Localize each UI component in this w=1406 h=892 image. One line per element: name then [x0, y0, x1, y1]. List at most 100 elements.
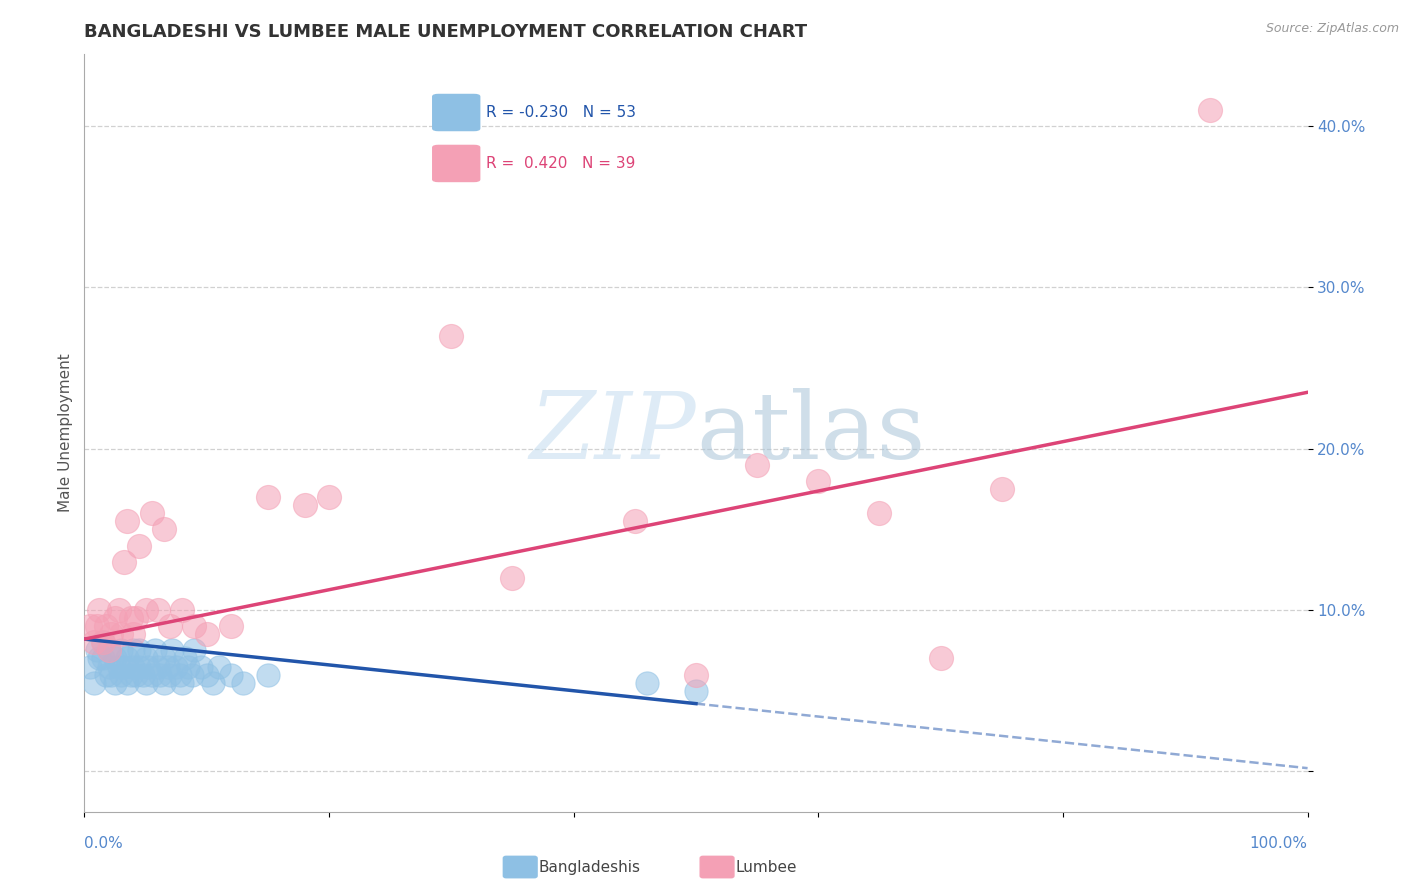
Point — [128, 539, 150, 553]
Point — [83, 675, 105, 690]
Point — [100, 627, 122, 641]
Point — [156, 659, 179, 673]
Point — [125, 667, 148, 681]
Text: 100.0%: 100.0% — [1250, 836, 1308, 851]
Point — [183, 643, 205, 657]
Point — [1198, 103, 1220, 117]
Y-axis label: Male Unemployment: Male Unemployment — [58, 353, 73, 512]
Point — [685, 667, 707, 681]
Point — [128, 643, 150, 657]
Point — [159, 619, 181, 633]
Point — [86, 643, 108, 657]
Point — [141, 506, 163, 520]
Point — [991, 482, 1014, 496]
Point — [162, 643, 184, 657]
Text: ZIP: ZIP — [529, 388, 696, 477]
Point — [136, 659, 159, 673]
Point — [107, 603, 129, 617]
Point — [636, 675, 658, 690]
Point — [624, 514, 647, 528]
Point — [122, 659, 145, 673]
Point — [929, 651, 952, 665]
Point — [869, 506, 891, 520]
Point — [115, 514, 138, 528]
Point — [107, 659, 129, 673]
Point — [195, 667, 218, 681]
Point — [318, 490, 340, 504]
Point — [104, 651, 127, 665]
Point — [153, 651, 176, 665]
Point — [135, 651, 157, 665]
Point — [104, 675, 127, 690]
Point — [190, 659, 212, 673]
Point — [91, 635, 114, 649]
Point — [104, 611, 127, 625]
Point — [110, 627, 132, 641]
Point — [120, 611, 142, 625]
Point — [96, 619, 118, 633]
Point — [257, 490, 280, 504]
Point — [125, 611, 148, 625]
Point — [294, 498, 316, 512]
Point — [96, 667, 118, 681]
Text: BANGLADESHI VS LUMBEE MALE UNEMPLOYMENT CORRELATION CHART: BANGLADESHI VS LUMBEE MALE UNEMPLOYMENT … — [84, 23, 807, 41]
Point — [112, 555, 135, 569]
Point — [149, 667, 172, 681]
Point — [120, 667, 142, 681]
Point — [122, 627, 145, 641]
Point — [115, 651, 138, 665]
Point — [257, 667, 280, 681]
Point — [128, 659, 150, 673]
Point — [747, 458, 769, 472]
Point — [87, 603, 110, 617]
Point — [195, 627, 218, 641]
Point — [232, 675, 254, 690]
Point — [79, 619, 101, 633]
Point — [87, 651, 110, 665]
Point — [169, 667, 191, 681]
Point — [135, 675, 157, 690]
Text: atlas: atlas — [696, 388, 925, 477]
Point — [91, 651, 114, 665]
Point — [146, 659, 169, 673]
Point — [219, 619, 242, 633]
Point — [153, 523, 176, 537]
Point — [79, 659, 101, 673]
Point — [143, 643, 166, 657]
Point — [159, 667, 181, 681]
Point — [177, 659, 200, 673]
Point — [172, 603, 194, 617]
Point — [173, 651, 195, 665]
Point — [201, 675, 224, 690]
Point — [135, 603, 157, 617]
Point — [97, 659, 120, 673]
Text: Bangladeshis: Bangladeshis — [538, 860, 641, 874]
Point — [110, 667, 132, 681]
Point — [97, 643, 120, 657]
Point — [183, 619, 205, 633]
Point — [502, 571, 524, 585]
Point — [208, 659, 231, 673]
Point — [122, 643, 145, 657]
Point — [132, 667, 155, 681]
Point — [172, 675, 194, 690]
Text: 0.0%: 0.0% — [84, 836, 124, 851]
Point — [146, 603, 169, 617]
Point — [181, 667, 204, 681]
Point — [97, 643, 120, 657]
Point — [110, 643, 132, 657]
Point — [219, 667, 242, 681]
Point — [153, 675, 176, 690]
Point — [86, 619, 108, 633]
Point — [83, 635, 105, 649]
Point — [141, 667, 163, 681]
Point — [100, 667, 122, 681]
Point — [807, 474, 830, 488]
Point — [91, 635, 114, 649]
Point — [685, 683, 707, 698]
Text: Lumbee: Lumbee — [735, 860, 797, 874]
Point — [115, 675, 138, 690]
Point — [112, 659, 135, 673]
Text: Source: ZipAtlas.com: Source: ZipAtlas.com — [1265, 22, 1399, 36]
Point — [440, 328, 463, 343]
